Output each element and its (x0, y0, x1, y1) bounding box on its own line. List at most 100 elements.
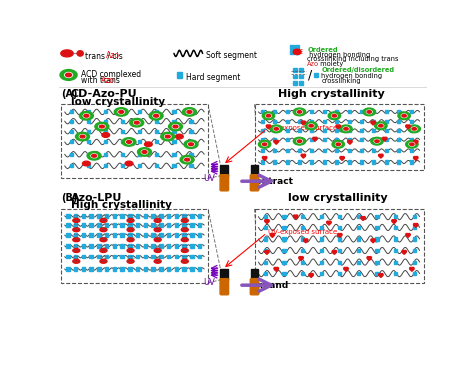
Bar (323, 129, 326, 132)
Ellipse shape (184, 158, 190, 162)
Bar (128, 244, 131, 248)
Bar (155, 153, 158, 156)
Bar (375, 226, 379, 229)
Ellipse shape (65, 72, 73, 77)
Ellipse shape (84, 114, 89, 117)
Bar (360, 110, 363, 113)
Bar (301, 261, 304, 263)
Bar (397, 160, 400, 163)
Polygon shape (270, 235, 274, 237)
Bar (105, 223, 108, 227)
Polygon shape (348, 142, 352, 144)
Ellipse shape (309, 124, 313, 127)
Bar (385, 138, 388, 141)
Polygon shape (313, 139, 317, 141)
Ellipse shape (297, 111, 301, 113)
Bar (319, 237, 323, 241)
Polygon shape (332, 252, 337, 254)
Ellipse shape (134, 121, 140, 125)
Ellipse shape (409, 142, 415, 146)
Ellipse shape (264, 220, 267, 222)
Bar (413, 215, 416, 218)
Text: hydrogen bonding: hydrogen bonding (307, 52, 371, 58)
Ellipse shape (80, 112, 93, 120)
Bar (87, 110, 90, 113)
Bar (97, 223, 100, 227)
Bar (255, 209, 423, 283)
Ellipse shape (270, 125, 283, 133)
Ellipse shape (350, 140, 352, 142)
Bar (112, 255, 116, 258)
Bar (273, 110, 276, 113)
Ellipse shape (301, 154, 303, 156)
Ellipse shape (263, 156, 264, 159)
Ellipse shape (182, 219, 188, 222)
Ellipse shape (186, 110, 192, 114)
Ellipse shape (308, 124, 314, 128)
Ellipse shape (154, 259, 161, 263)
Ellipse shape (263, 143, 267, 145)
Bar (105, 267, 108, 271)
Bar (310, 120, 313, 123)
Bar (66, 255, 70, 258)
Bar (190, 267, 193, 271)
Bar (295, 50, 299, 54)
Bar (283, 237, 285, 241)
Bar (66, 214, 70, 217)
Polygon shape (309, 275, 313, 277)
Bar (410, 120, 413, 123)
Ellipse shape (412, 268, 414, 269)
Ellipse shape (313, 137, 315, 139)
Bar (335, 129, 338, 132)
Bar (394, 237, 397, 241)
Bar (357, 226, 360, 229)
Ellipse shape (299, 256, 301, 259)
Bar (190, 153, 192, 156)
Ellipse shape (266, 125, 269, 127)
Bar (261, 138, 264, 141)
Bar (293, 68, 297, 72)
Ellipse shape (334, 250, 337, 252)
Bar (261, 160, 264, 163)
Bar (174, 267, 178, 271)
Ellipse shape (73, 238, 80, 242)
Bar (264, 272, 267, 275)
Bar (397, 110, 400, 113)
Bar (394, 215, 397, 218)
Ellipse shape (266, 114, 271, 117)
Bar (347, 138, 351, 141)
Bar (120, 214, 124, 217)
Bar (74, 267, 77, 271)
Bar (283, 249, 285, 252)
Ellipse shape (273, 127, 279, 131)
Bar (89, 223, 93, 227)
Ellipse shape (276, 140, 279, 142)
Bar (112, 223, 116, 227)
Text: Hard segment: Hard segment (186, 72, 240, 82)
Ellipse shape (303, 239, 306, 241)
Ellipse shape (416, 223, 418, 226)
Bar (283, 226, 285, 229)
Ellipse shape (267, 250, 269, 252)
Ellipse shape (82, 161, 90, 166)
Ellipse shape (142, 151, 147, 153)
Bar (357, 215, 360, 218)
Ellipse shape (332, 114, 337, 117)
Bar (397, 149, 400, 152)
Ellipse shape (154, 249, 161, 252)
Ellipse shape (154, 114, 159, 117)
Ellipse shape (114, 108, 128, 116)
Bar (310, 160, 313, 163)
Ellipse shape (274, 140, 276, 142)
Ellipse shape (346, 268, 348, 269)
Bar (167, 267, 170, 271)
Bar (397, 129, 400, 132)
Ellipse shape (328, 112, 341, 120)
Bar (182, 223, 186, 227)
Ellipse shape (332, 141, 345, 148)
Polygon shape (336, 127, 340, 129)
Bar (138, 141, 141, 144)
Ellipse shape (274, 128, 278, 130)
Ellipse shape (401, 114, 407, 117)
Bar (89, 214, 93, 217)
